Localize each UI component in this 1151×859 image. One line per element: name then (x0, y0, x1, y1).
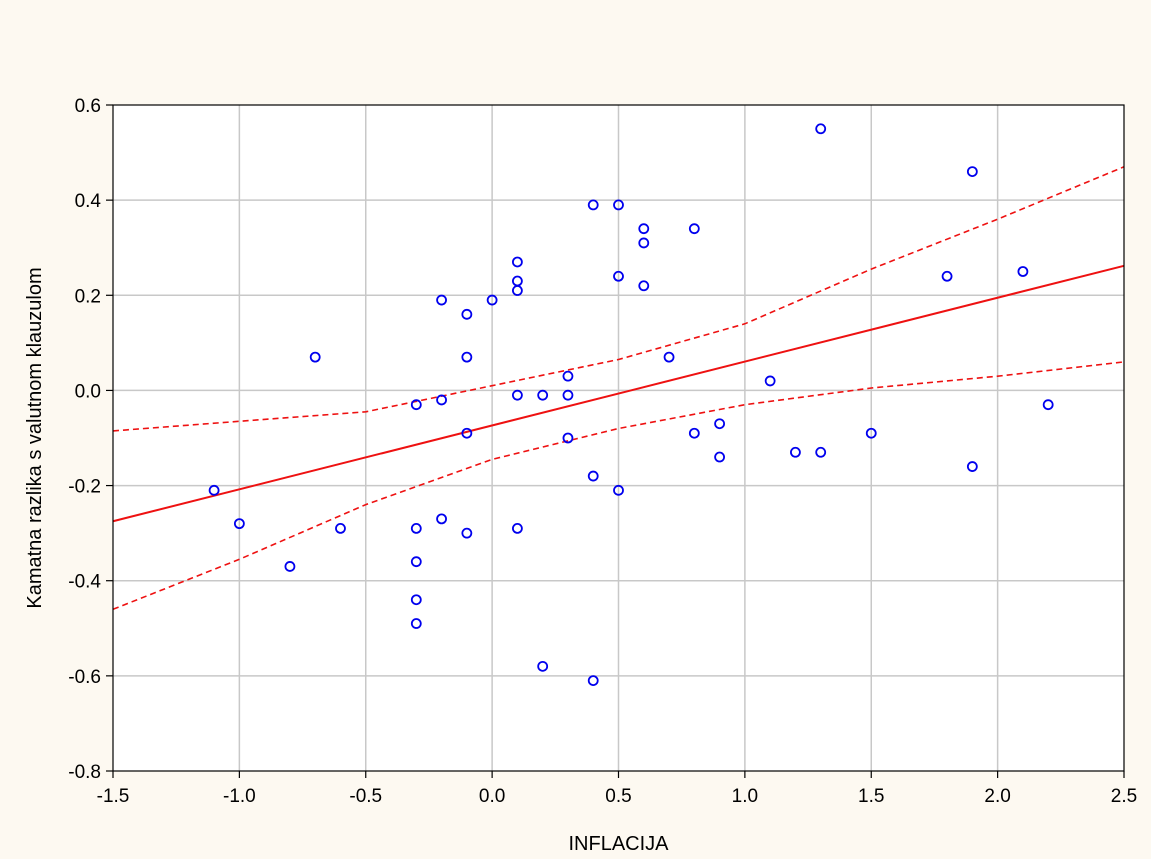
data-point (461, 308, 473, 320)
data-point (335, 522, 346, 534)
data-point (587, 199, 599, 211)
data-point (410, 594, 422, 606)
data-point (941, 270, 953, 282)
data-point (461, 527, 473, 539)
data-point (233, 518, 245, 530)
data-point (461, 351, 473, 363)
x-tick-label: 2.0 (984, 786, 1010, 807)
data-point (512, 389, 523, 401)
data-point (587, 675, 599, 687)
x-tick-label: 1.5 (858, 786, 884, 807)
confidence-band-upper-line (112, 166, 1125, 432)
x-tick-label: 1.0 (732, 786, 758, 807)
data-point (764, 375, 776, 387)
y-tick-label: -0.6 (68, 667, 101, 688)
data-point (537, 389, 549, 401)
x-axis-title: INFLACIJA (568, 833, 669, 855)
regression-fit-line (112, 264, 1125, 523)
x-tick-label: 2.5 (1111, 786, 1137, 807)
confidence-band-lower (112, 361, 1125, 611)
data-point (512, 522, 523, 534)
data-point (865, 427, 877, 439)
data-point (562, 389, 574, 401)
confidence-band-upper (112, 166, 1125, 432)
data-point (436, 394, 447, 406)
x-tick-label: -1.0 (223, 786, 256, 807)
y-tick-label: 0.6 (75, 96, 101, 117)
data-point (587, 470, 599, 482)
data-point (966, 461, 978, 472)
y-axis-title: Kamatna razlika s valutnom klauzulom (24, 267, 46, 608)
data-point (688, 223, 700, 235)
data-point (638, 237, 650, 249)
data-point (436, 513, 447, 525)
confidence-band-lower-line (112, 361, 1125, 611)
y-tick-label: -0.2 (68, 477, 101, 498)
data-points (208, 123, 1054, 687)
data-point (309, 351, 321, 363)
data-point (562, 370, 574, 382)
data-point (815, 123, 827, 135)
data-point (208, 484, 220, 496)
y-axis: -0.8 -0.6 -0.4 -0.2 0.0 0.2 0.4 0.6 (68, 96, 113, 783)
data-point (512, 256, 523, 268)
data-point (714, 418, 725, 430)
y-tick-label: 0.2 (75, 286, 101, 307)
x-tick-label: 0.0 (479, 786, 505, 807)
data-point (613, 484, 624, 496)
data-point (1042, 399, 1054, 411)
data-point (461, 427, 473, 439)
data-point (1017, 266, 1029, 277)
data-point (714, 451, 725, 463)
data-point (638, 223, 650, 235)
data-point (486, 294, 498, 306)
y-tick-label: -0.4 (68, 572, 101, 593)
data-point (537, 660, 549, 672)
data-point (613, 270, 624, 282)
data-point (410, 556, 422, 568)
data-point (512, 285, 523, 296)
data-point (436, 294, 447, 306)
y-tick-label: -0.8 (68, 762, 101, 783)
x-tick-label: -1.5 (97, 786, 130, 807)
regression-line (112, 264, 1125, 523)
data-point (562, 432, 574, 444)
data-point (966, 166, 978, 178)
data-point (688, 427, 700, 439)
x-tick-label: -0.5 (349, 786, 382, 807)
y-tick-label: 0.4 (75, 191, 102, 212)
data-point (613, 199, 624, 211)
data-point (284, 561, 296, 572)
data-point (638, 280, 650, 292)
x-axis: -1.5 -1.0 -0.5 0.0 0.5 1.0 1.5 2.0 2.5 (97, 771, 1137, 807)
data-point (410, 522, 422, 534)
data-point (815, 446, 827, 458)
x-tick-label: 0.5 (605, 786, 631, 807)
data-point (410, 618, 422, 629)
y-tick-label: 0.0 (75, 381, 101, 402)
data-point (663, 351, 675, 363)
data-point (790, 446, 801, 458)
data-point (410, 399, 422, 411)
